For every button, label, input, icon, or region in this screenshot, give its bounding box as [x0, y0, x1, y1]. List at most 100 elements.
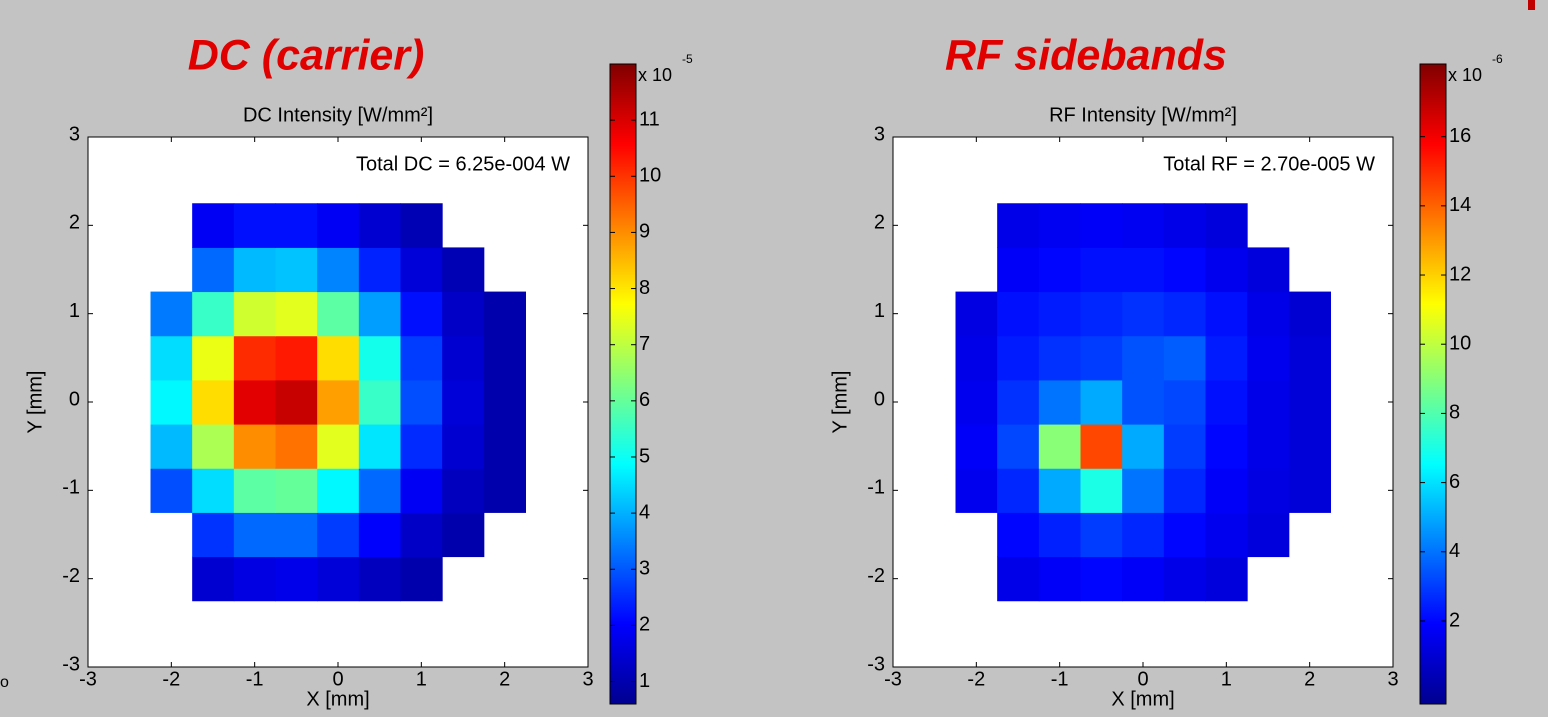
heatmap-cell: [442, 247, 485, 293]
heatmap-cell: [317, 556, 360, 602]
heatmap-cell: [442, 335, 485, 381]
heatmap-cell: [997, 556, 1040, 602]
heatmap-cell: [483, 424, 526, 469]
colorbar-exponent: -6: [1492, 52, 1503, 66]
x-tick-label: 3: [1387, 668, 1398, 690]
heatmap-cell: [400, 335, 443, 381]
heatmap-cell: [358, 203, 401, 248]
heatmap-cell: [400, 291, 443, 337]
heatmap-cell: [1163, 556, 1206, 602]
heatmap-cell: [483, 379, 526, 425]
y-tick-label: -3: [62, 653, 80, 675]
heatmap-cell: [150, 468, 193, 513]
colorbar-tick-label: 5: [639, 445, 650, 467]
heatmap-cell: [150, 379, 193, 425]
heatmap-cell: [1205, 291, 1248, 337]
heatmap-cell: [275, 424, 318, 469]
heatmap-cell: [275, 379, 318, 425]
heatmap-cell: [1205, 379, 1248, 425]
heatmap-cell: [1247, 379, 1290, 425]
colorbar-tick-label: 8: [639, 277, 650, 299]
heatmap-cell: [1080, 556, 1123, 602]
heatmap-cell: [1205, 556, 1248, 602]
heatmap-cell: [192, 556, 235, 602]
edge-text: o: [0, 674, 9, 691]
heatmap-cell: [997, 379, 1040, 425]
heatmap-cell: [483, 291, 526, 337]
heatmap-cell: [1080, 468, 1123, 513]
heatmap-cell: [483, 468, 526, 513]
x-tick-label: 2: [1304, 668, 1315, 690]
colorbar-tick-label: 2: [1449, 609, 1460, 631]
x-tick-label: -1: [1051, 668, 1069, 690]
x-tick-label: -2: [967, 668, 985, 690]
colorbar-tick-label: 1: [639, 670, 650, 692]
heatmap-cell: [955, 335, 998, 381]
annotation: Total DC = 6.25e-004 W: [356, 153, 570, 175]
heatmap-cell: [275, 512, 318, 558]
heatmap-cell: [1163, 203, 1206, 248]
heatmap-cell: [1122, 291, 1165, 337]
heatmap-cell: [150, 424, 193, 469]
heatmap-cell: [1247, 512, 1290, 558]
heatmap-cell: [955, 291, 998, 337]
heatmap-cell: [1163, 468, 1206, 513]
colorbar-tick-label: 4: [1449, 540, 1460, 562]
heatmap-cell: [1080, 335, 1123, 381]
heatmap-cell: [1122, 247, 1165, 293]
heatmap-cell: [1288, 291, 1331, 337]
heatmap-cells: [150, 203, 526, 602]
colorbar-tick-label: 14: [1449, 194, 1471, 216]
heatmap-cell: [233, 512, 276, 558]
y-tick-label: -2: [867, 565, 885, 587]
y-tick-label: 0: [874, 388, 885, 410]
heatmap-cell: [1288, 424, 1331, 469]
heatmap-cell: [192, 203, 235, 248]
heatmap-cell: [1122, 335, 1165, 381]
colorbar-scale: x 10: [638, 65, 672, 85]
heatmap-cell: [997, 247, 1040, 293]
colorbar: [609, 63, 637, 705]
heatmap-cell: [1247, 335, 1290, 381]
heatmap-cell: [358, 247, 401, 293]
heatmap-cell: [233, 291, 276, 337]
heatmap-cell: [1038, 247, 1081, 293]
heatmap-cell: [192, 335, 235, 381]
colorbar-exponent: -5: [682, 52, 693, 66]
annotation: Total RF = 2.70e-005 W: [1163, 153, 1375, 175]
heatmap-cell: [1247, 424, 1290, 469]
heatmap-cell: [955, 379, 998, 425]
heatmap-cell: [1080, 203, 1123, 248]
y-tick-label: 2: [69, 212, 80, 234]
heatmap-cell: [1288, 468, 1331, 513]
heatmap-cell: [955, 424, 998, 469]
heatmap-cell: [150, 291, 193, 337]
heatmap-cell: [997, 203, 1040, 248]
heatmap-cell: [358, 335, 401, 381]
x-tick-label: -1: [246, 668, 264, 690]
colorbar-tick-label: 7: [639, 333, 650, 355]
heatmap-cell: [1038, 203, 1081, 248]
heatmap-cell: [233, 335, 276, 381]
heatmap-cell: [275, 203, 318, 248]
heatmap-cell: [1247, 291, 1290, 337]
heatmap-cell: [233, 247, 276, 293]
heatmap-cell: [1038, 291, 1081, 337]
y-tick-label: 1: [69, 300, 80, 322]
heatmap-cell: [997, 291, 1040, 337]
heatmap-cell: [317, 468, 360, 513]
heatmap-cell: [233, 203, 276, 248]
heatmap-cell: [317, 424, 360, 469]
y-axis-label: Y [mm]: [829, 371, 851, 434]
heatmap-cell: [442, 468, 485, 513]
heatmap-cell: [1038, 424, 1081, 469]
colorbar-scale: x 10: [1448, 65, 1482, 85]
heatmap-cell: [1247, 247, 1290, 293]
heatmap-cell: [317, 291, 360, 337]
heatmap-cells: [955, 203, 1331, 602]
heatmap-cell: [1038, 512, 1081, 558]
x-tick-label: 2: [499, 668, 510, 690]
heatmap-cell: [317, 203, 360, 248]
heatmap-cell: [442, 291, 485, 337]
heatmap-cell: [233, 468, 276, 513]
